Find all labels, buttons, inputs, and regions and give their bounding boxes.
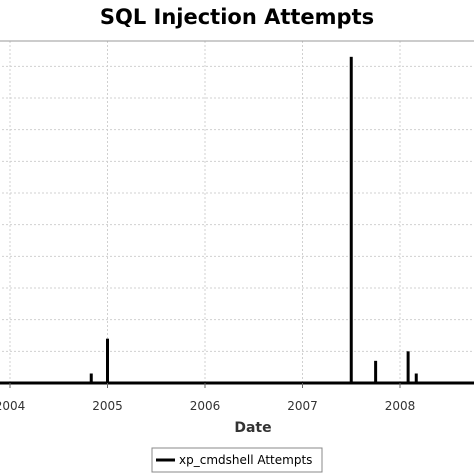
bar xyxy=(89,373,93,383)
x-tick-label: 2004 xyxy=(0,399,25,413)
legend-label: xp_cmdshell Attempts xyxy=(179,453,312,467)
x-tick-label: 2006 xyxy=(190,399,221,413)
legend-box xyxy=(151,447,323,473)
x-tick-label: 2008 xyxy=(385,399,416,413)
x-axis-label: Date xyxy=(234,420,271,436)
bar xyxy=(374,360,378,383)
bar xyxy=(349,56,353,383)
legend: xp_cmdshell Attempts xyxy=(151,447,323,473)
x-tick-label: 2007 xyxy=(287,399,318,413)
bar xyxy=(406,351,410,383)
bar xyxy=(414,373,418,383)
chart-title: SQL Injection Attempts xyxy=(100,5,374,29)
plot-frame xyxy=(0,40,474,385)
x-ticks: 2004 2005 2006 2007 2008 xyxy=(0,383,415,413)
bar xyxy=(106,338,109,383)
x-tick-label: 2005 xyxy=(92,399,123,413)
grid xyxy=(0,41,474,383)
bars xyxy=(89,56,418,383)
